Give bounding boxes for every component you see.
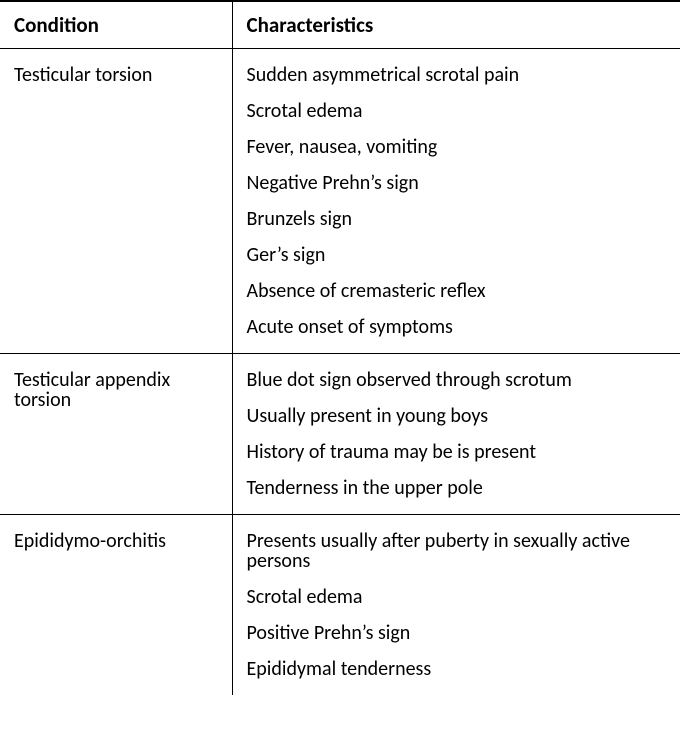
characteristic-line: Acute onset of symptoms [247, 315, 673, 339]
characteristics-cell: Presents usually after puberty in sexual… [232, 515, 680, 696]
characteristic-line: Tenderness in the upper pole [247, 476, 673, 500]
condition-cell: Testicular torsion [0, 49, 232, 354]
table-row: Epididymo-orchitis Presents usually afte… [0, 515, 680, 696]
characteristic-line: Scrotal edema [247, 585, 673, 621]
header-characteristics: Characteristics [232, 1, 680, 49]
characteristics-cell: Blue dot sign observed through scrotum U… [232, 354, 680, 515]
table-row: Testicular torsion Sudden asymmetrical s… [0, 49, 680, 354]
characteristic-line: Blue dot sign observed through scrotum [247, 368, 673, 404]
characteristic-line: Scrotal edema [247, 99, 673, 135]
characteristic-line: Ger’s sign [247, 243, 673, 279]
characteristic-line: Presents usually after puberty in sexual… [247, 529, 673, 585]
condition-text: Testicular torsion [14, 63, 224, 85]
header-condition: Condition [0, 1, 232, 49]
characteristic-line: Sudden asymmetrical scrotal pain [247, 63, 673, 99]
condition-text: Epididymo-orchitis [14, 529, 224, 551]
condition-text: Testicular appendix torsion [14, 368, 224, 410]
characteristic-line: Epididymal tenderness [247, 657, 673, 681]
characteristic-line: Positive Prehn’s sign [247, 621, 673, 657]
condition-cell: Testicular appendix torsion [0, 354, 232, 515]
characteristic-line: Usually present in young boys [247, 404, 673, 440]
characteristic-line: Negative Prehn’s sign [247, 171, 673, 207]
characteristic-line: Brunzels sign [247, 207, 673, 243]
characteristic-line: Absence of cremasteric reflex [247, 279, 673, 315]
conditions-table: Condition Characteristics Testicular tor… [0, 0, 680, 695]
condition-cell: Epididymo-orchitis [0, 515, 232, 696]
table-header-row: Condition Characteristics [0, 1, 680, 49]
table-row: Testicular appendix torsion Blue dot sig… [0, 354, 680, 515]
characteristic-line: Fever, nausea, vomiting [247, 135, 673, 171]
characteristic-line: History of trauma may be is present [247, 440, 673, 476]
characteristics-cell: Sudden asymmetrical scrotal pain Scrotal… [232, 49, 680, 354]
